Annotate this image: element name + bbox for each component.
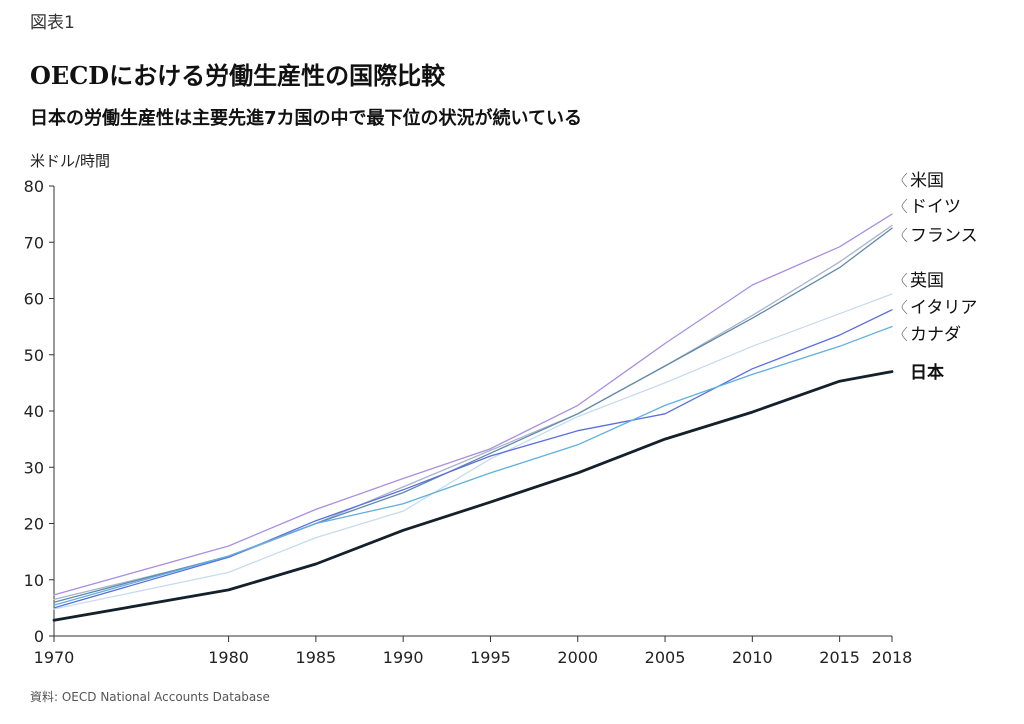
series-line-1 bbox=[53, 224, 893, 601]
y-axis-unit-label: 米ドル/時間 bbox=[30, 152, 111, 170]
x-tick-label: 1980 bbox=[208, 648, 249, 667]
x-tick-label: 1990 bbox=[383, 648, 424, 667]
legend-label-6: 日本 bbox=[910, 362, 944, 383]
legend-leader bbox=[901, 227, 908, 243]
chart-subtitle: 日本の労働生産性は主要先進7カ国の中で最下位の状況が続いている bbox=[30, 108, 582, 129]
x-tick-label: 2010 bbox=[732, 648, 773, 667]
series-line-0 bbox=[53, 213, 893, 596]
source-note: 資料: OECD National Accounts Database bbox=[30, 690, 270, 704]
y-tick-label: 10 bbox=[24, 571, 44, 590]
y-tick-label: 20 bbox=[24, 515, 44, 534]
y-tick-label: 50 bbox=[24, 346, 44, 365]
y-tick-label: 40 bbox=[24, 402, 44, 421]
legend-leader bbox=[901, 326, 908, 342]
chart-title: OECDにおける労働生産性の国際比較 bbox=[30, 61, 446, 90]
axes: 0 10 20 30 40 50 60 70 80 1970 1980 1985 1990 1995 200… bbox=[24, 177, 913, 667]
y-tick-label: 70 bbox=[24, 233, 44, 252]
y-tick-label: 0 bbox=[34, 627, 44, 646]
legend-leader bbox=[901, 198, 908, 214]
x-tick-label: 1985 bbox=[296, 648, 337, 667]
series-line-4 bbox=[53, 309, 893, 609]
legend-label-2: フランス bbox=[910, 226, 978, 246]
legend-label-5: カナダ bbox=[910, 325, 961, 345]
series-line-3 bbox=[53, 293, 893, 610]
series-lines bbox=[52, 213, 894, 622]
legend-leader bbox=[901, 172, 908, 188]
y-tick-label: 60 bbox=[24, 290, 44, 309]
x-tick-label: 2000 bbox=[557, 648, 598, 667]
x-tick-label: 2015 bbox=[819, 648, 860, 667]
x-tick-label: 1970 bbox=[34, 648, 75, 667]
legend-label-1: ドイツ bbox=[910, 197, 961, 217]
x-tick-label: 2005 bbox=[645, 648, 686, 667]
legend-leader bbox=[901, 299, 908, 315]
series-line-6 bbox=[52, 370, 894, 622]
x-tick-label: 1995 bbox=[470, 648, 511, 667]
legend-leader bbox=[901, 272, 908, 288]
legend-label-4: イタリア bbox=[910, 298, 977, 318]
series-line-5 bbox=[53, 325, 893, 606]
x-tick-label: 2018 bbox=[872, 648, 913, 667]
y-tick-label: 80 bbox=[24, 177, 44, 196]
legend-label-3: 英国 bbox=[910, 271, 944, 291]
y-tick-label: 30 bbox=[24, 458, 44, 477]
series-line-2 bbox=[53, 227, 893, 603]
figure-label: 図表1 bbox=[30, 13, 75, 33]
legend-label-0: 米国 bbox=[910, 171, 944, 191]
